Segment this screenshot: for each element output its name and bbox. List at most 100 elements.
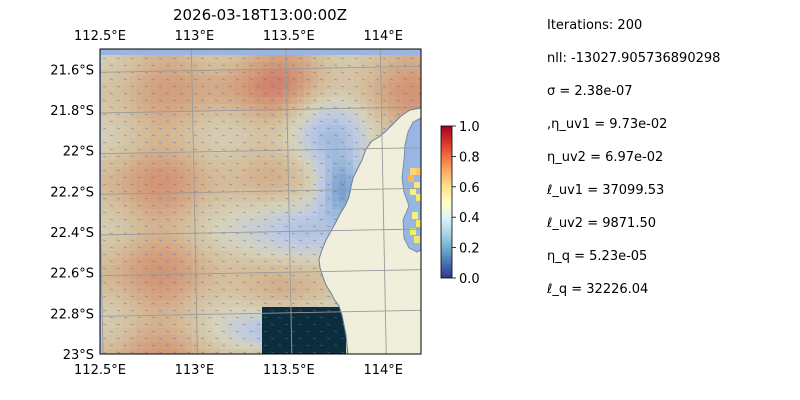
field-cell (220, 307, 228, 315)
field-cell (213, 118, 221, 126)
field-cell (199, 202, 207, 210)
current-vector-mark (249, 218, 254, 221)
field-cell (416, 62, 421, 70)
field-cell (381, 62, 389, 70)
field-cell (360, 97, 368, 105)
field-cell (325, 216, 333, 224)
colorbar-tick-label: 0.8 (459, 150, 480, 165)
field-cell (297, 230, 305, 238)
current-vector-mark (116, 267, 121, 270)
current-vector-mark (277, 120, 282, 123)
field-cell (192, 321, 200, 329)
field-cell (227, 202, 235, 210)
current-vector-mark (242, 99, 247, 102)
current-vector-mark (312, 225, 317, 228)
field-cell (269, 230, 277, 238)
field-cell (129, 314, 137, 322)
lon-tick-label-top: 112.5°E (74, 29, 126, 44)
field-cell (143, 244, 151, 252)
current-vector-mark (382, 127, 387, 130)
current-vector-mark (186, 337, 191, 340)
current-vector-mark (165, 204, 170, 207)
field-cell (213, 272, 221, 280)
current-vector-mark (158, 309, 163, 312)
colorbar-tick-label: 1.0 (459, 120, 480, 135)
field-cell (262, 55, 270, 63)
field-cell (248, 69, 256, 77)
current-vector-mark (179, 260, 184, 263)
field-cell (164, 55, 172, 63)
field-cell (101, 328, 109, 336)
current-vector-mark (256, 197, 261, 200)
field-cell (122, 251, 130, 259)
current-vector-mark (305, 134, 310, 137)
field-cell (297, 244, 305, 252)
current-vector-mark (291, 162, 296, 165)
current-vector-mark (165, 78, 170, 81)
field-cell (227, 230, 235, 238)
field-cell (234, 139, 242, 147)
current-vector-mark (200, 71, 205, 74)
field-cell (178, 237, 186, 245)
field-cell (283, 216, 291, 224)
lon-tick-label-top: 113.5°E (263, 29, 315, 44)
field-cell (346, 153, 354, 161)
current-vector-mark (235, 288, 240, 291)
field-cell (241, 174, 249, 182)
field-cell (297, 342, 305, 350)
current-vector-mark (319, 176, 324, 179)
param-eta-uv1: ,η_uv1 = 9.73e-02 (547, 117, 668, 132)
field-cell (192, 139, 200, 147)
current-vector-mark (116, 309, 121, 312)
field-cell (164, 97, 172, 105)
current-vector-mark (172, 141, 177, 144)
field-cell (185, 314, 193, 322)
field-cell (171, 104, 179, 112)
colorbar-tick-label: 0.0 (459, 272, 480, 287)
current-vector-mark (109, 120, 114, 123)
field-cell (241, 300, 249, 308)
lat-tick-label: 22.2°S (50, 185, 94, 200)
field-cell (241, 132, 249, 140)
colorbar-tick-label: 0.2 (459, 242, 480, 257)
field-cell (101, 146, 109, 154)
field-cell (318, 307, 326, 315)
inlet-field-cell (412, 212, 418, 219)
field-cell (248, 139, 256, 147)
field-cell (101, 202, 109, 210)
current-vector-mark (214, 281, 219, 284)
field-cell (171, 286, 179, 294)
current-vector-mark (256, 141, 261, 144)
field-cell (402, 55, 410, 63)
field-cell (206, 83, 214, 91)
current-vector-mark (298, 155, 303, 158)
current-vector-mark (319, 344, 324, 347)
current-vector-mark (102, 127, 107, 130)
current-vector-mark (200, 57, 205, 60)
field-cell (136, 111, 144, 119)
lat-tick-label: 22°S (63, 145, 94, 160)
current-vector-mark (137, 106, 142, 109)
current-vector-mark (144, 141, 149, 144)
field-cell (157, 174, 165, 182)
current-vector-mark (116, 351, 121, 354)
field-cell (192, 293, 200, 301)
field-cell (136, 251, 144, 259)
field-cell (318, 223, 326, 231)
current-vector-mark (326, 295, 331, 298)
field-cell (122, 209, 130, 217)
field-cell (115, 202, 123, 210)
current-vector-mark (263, 120, 268, 123)
field-cell (416, 104, 421, 112)
field-cell (276, 251, 284, 259)
field-cell (402, 69, 410, 77)
current-vector-mark (270, 281, 275, 284)
current-vector-mark (270, 71, 275, 74)
field-cell (255, 328, 263, 336)
field-cell (164, 181, 172, 189)
current-vector-mark (368, 71, 373, 74)
field-cell (122, 279, 130, 287)
field-cell (262, 195, 270, 203)
current-vector-mark (172, 127, 177, 130)
